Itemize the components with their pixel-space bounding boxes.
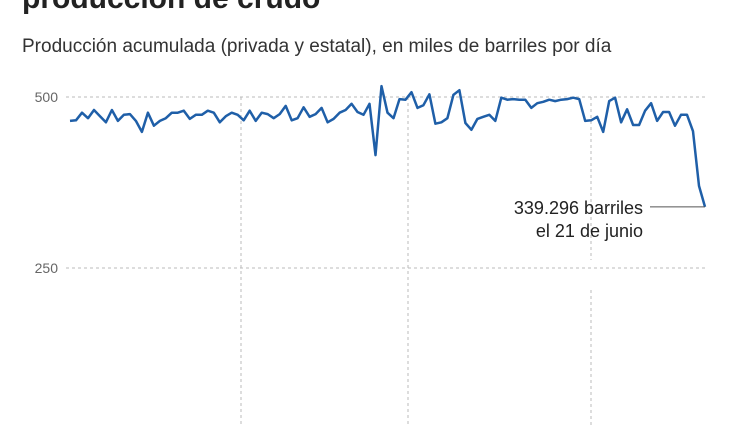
vertical-guides xyxy=(240,97,592,427)
annotation-text: el 21 de junio xyxy=(536,221,643,241)
annotation-text: 339.296 barriles xyxy=(514,198,643,218)
data-line xyxy=(69,84,707,208)
chart-subtitle: Producción acumulada (privada y estatal)… xyxy=(22,36,612,57)
y-tick-label: 250 xyxy=(35,260,59,276)
chart-title: producción de crudo xyxy=(22,0,320,15)
y-tick-label: 500 xyxy=(35,89,59,105)
